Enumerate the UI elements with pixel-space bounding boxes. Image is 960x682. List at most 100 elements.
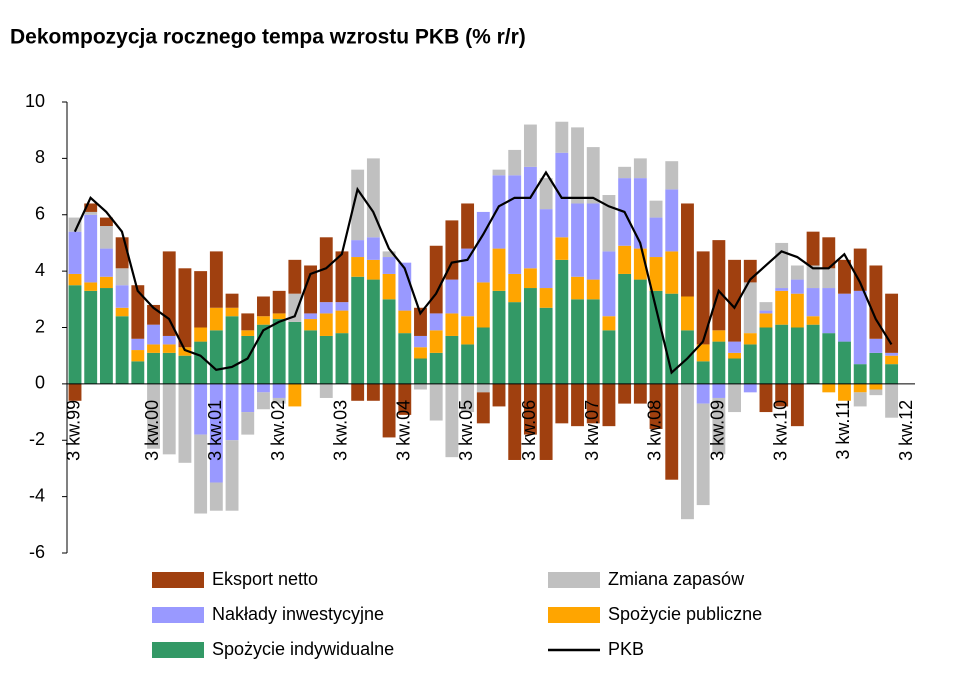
x-tick-label: 3 kw.99 [64,400,84,461]
bar-segment [838,293,851,342]
bar-segment [319,237,333,303]
bar-segment [398,310,412,334]
bar-segment [84,290,98,384]
bar-segment [382,383,396,438]
bar-segment [335,251,349,303]
bar-segment [147,344,160,353]
bar-segment [257,392,270,410]
bar-segment [508,149,522,176]
bar-segment [351,169,365,241]
bar-segment [209,251,223,308]
x-tick-label: 3 kw.12 [896,400,916,461]
bar-segment [194,383,208,435]
x-tick-label: 3 kw.02 [268,400,288,461]
bar-segment [492,169,506,176]
bar-segment [743,383,757,393]
bar-segment [257,324,270,384]
bar-segment [209,307,223,331]
bar-segment [115,316,129,384]
bar-segment [618,166,632,179]
bar-segment [241,313,255,331]
bar-segment [351,240,365,258]
bar-segment [618,273,632,384]
bar-segment [178,347,192,356]
bar-segment [492,175,506,249]
bar-segment [194,434,208,514]
bar-segment [759,383,773,413]
x-tick-label: 3 kw.06 [519,400,539,461]
bar-segment [115,268,129,286]
bar-segment [555,152,569,238]
bar-segment [304,313,318,320]
bar-segment [304,265,318,314]
bar-segment [429,352,443,384]
x-tick-label: 3 kw.04 [393,400,413,461]
bar-segment [838,341,851,384]
bar-segment [775,288,789,291]
bar-segment [351,276,365,384]
bar-segment [869,383,883,390]
bar-segment [586,299,600,384]
x-tick-label: 3 kw.10 [770,400,790,461]
bar-segment [476,383,490,393]
bar-segment [225,307,239,317]
bar-segment [209,330,223,384]
bar-segment [445,383,459,458]
bar-segment [571,203,584,277]
bar-segment [712,341,726,384]
bar-segment [209,383,223,483]
legend-label: Nakłady inwestycyjne [212,604,384,624]
bar-segment [319,335,333,384]
legend-swatch [548,607,600,623]
bar-segment [790,293,804,328]
bar-segment [649,200,663,218]
bar-segment [586,383,600,424]
bar-segment [382,273,396,300]
bar-segment [571,299,584,384]
bar-segment [241,412,255,435]
bar-segment [319,383,333,398]
bar-segment [99,217,113,227]
bar-segment [272,313,286,320]
y-tick-label: 2 [35,316,45,336]
bar-segment [241,383,255,413]
bar-segment [68,273,82,286]
bar-segment [806,324,820,384]
bar-segment [162,352,176,384]
legend-label: PKB [608,639,644,659]
bar-segment [99,288,113,384]
bar-segment [99,248,113,277]
bar-segment [696,403,710,506]
bar-segment [257,316,270,325]
bar-segment [822,333,836,384]
bar-segment [414,335,427,348]
bar-segment [633,279,647,384]
legend-swatch [548,572,600,588]
bar-segment [162,344,176,353]
bar-segment [523,383,537,435]
y-tick-label: 10 [25,91,45,111]
bar-segment [555,383,569,424]
bar-segment [225,440,239,511]
bar-segment [382,257,396,274]
bar-segment [429,383,443,421]
bar-segment [366,237,380,260]
bar-segment [178,268,192,348]
bar-segment [414,383,427,390]
x-tick-label: 3 kw.09 [707,400,727,461]
bar-segment [869,265,883,339]
bar-segment [885,383,899,418]
bar-segment [775,383,789,407]
bar-segment [696,383,710,404]
bar-segment [775,324,789,384]
bar-segment [335,310,349,334]
bar-segment [225,316,239,384]
y-tick-label: 0 [35,373,45,393]
bar-segment [665,161,679,190]
bar-segment [712,330,726,342]
x-tick-label: 3 kw.07 [582,400,602,461]
bar-segment [633,158,647,179]
bar-segment [885,355,899,365]
bar-segment [492,383,506,407]
bar-segment [414,347,427,359]
